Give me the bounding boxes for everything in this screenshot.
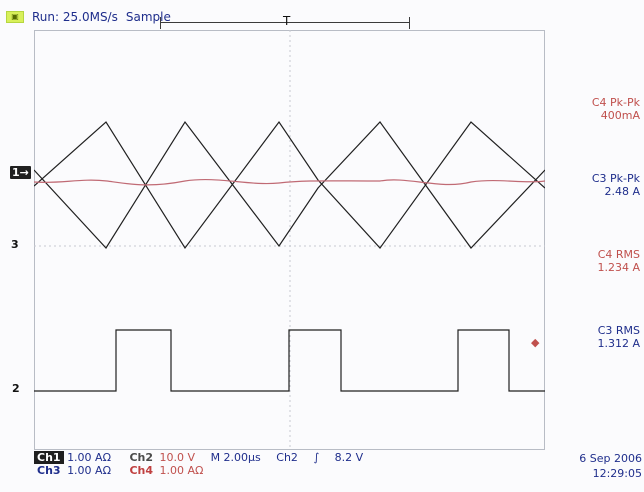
record-buffer-indicator: T [160, 14, 410, 30]
measurement-c4-pkpk: C4 Pk-Pk 400mA [591, 96, 640, 122]
trigger-slope-icon: ∫ [313, 451, 320, 464]
trigger-source: Ch2 [276, 451, 298, 464]
acquisition-mode: Sample [125, 10, 171, 24]
grid-lines [34, 30, 545, 450]
waveform-plot [34, 30, 545, 450]
ch3-inverse-triangle-wave [34, 120, 545, 249]
measurement-c3-rms: C3 RMS 1.312 A [597, 324, 640, 350]
scale-readouts: Ch1 1.00 AΩ Ch2 10.0 V M 2.00μs Ch2 ∫ 8.… [34, 451, 642, 491]
acquisition-status: Run: 25.0MS/s [32, 10, 118, 24]
scale-row-2: Ch3 1.00 AΩ Ch4 1.00 AΩ [34, 464, 215, 477]
measurement-c3-pkpk: C3 Pk-Pk 2.48 A [591, 172, 640, 198]
ch3-triangle-wave [34, 120, 545, 250]
datetime-readout: 6 Sep 2006 12:29:05 [556, 451, 642, 481]
trigger-status-icon: ▣ [6, 11, 24, 23]
channel-3-marker: 3 [11, 238, 19, 251]
ch2-scale: Ch2 10.0 V [129, 451, 196, 464]
channel-1-marker: 1→ [10, 166, 31, 179]
date-text: 6 Sep 2006 [579, 452, 642, 465]
measurement-panel: C4 Pk-Pk 400mA C3 Pk-Pk 2.48 A C4 RMS 1.… [548, 96, 640, 396]
trigger-level-marker: ◆ [531, 336, 540, 349]
ch3-scale: Ch3 1.00 AΩ [37, 464, 111, 477]
ch4-scale: Ch4 1.00 AΩ [129, 464, 204, 477]
ch2-pulse-wave [34, 329, 545, 392]
trigger-level: 8.2 V [334, 451, 364, 464]
status-bar: ▣ Run: 25.0MS/s Sample [6, 8, 171, 26]
measurement-c4-rms: C4 RMS 1.234 A [597, 248, 640, 274]
scale-row-1: Ch1 1.00 AΩ Ch2 10.0 V M 2.00μs Ch2 ∫ 8.… [34, 451, 375, 464]
channel-2-marker: 2 [12, 382, 20, 395]
timebase-readout: M 2.00μs [210, 451, 261, 464]
time-text: 12:29:05 [592, 467, 642, 480]
waveforms [34, 120, 545, 392]
ch4-current-wave [34, 178, 545, 186]
ch1-scale: Ch1 1.00 AΩ [34, 451, 111, 464]
trigger-position-marker: T [283, 14, 291, 28]
